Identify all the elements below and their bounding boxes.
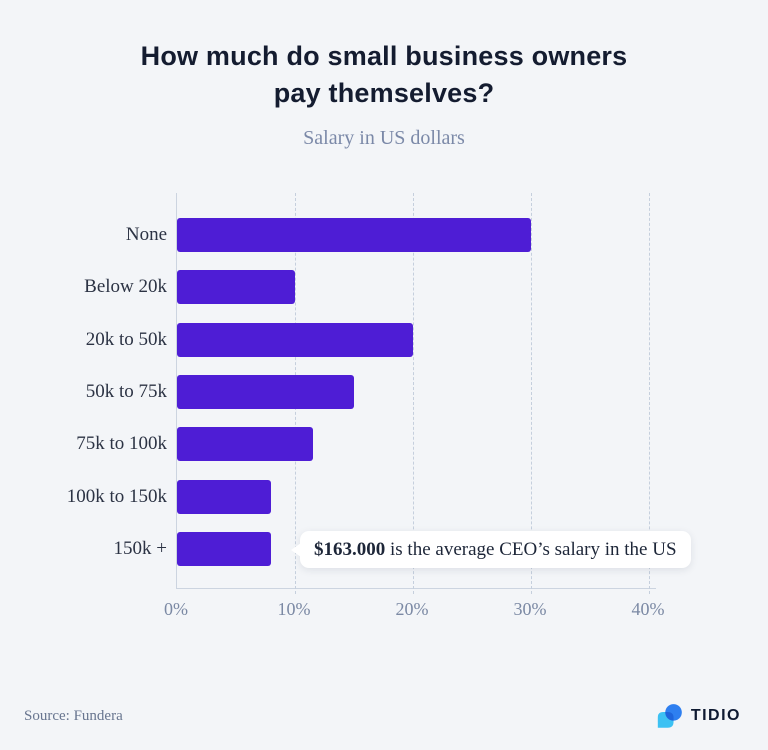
bar-none[interactable] (177, 218, 531, 252)
category-label: 20k to 50k (85, 328, 167, 350)
gridline (412, 193, 414, 594)
page-title-wrap: How much do small business owners pay th… (0, 38, 768, 112)
brand-name: TIDIO (690, 707, 741, 724)
category-label: None (125, 224, 167, 245)
x-tick-label: 30% (513, 599, 547, 619)
bar-75k-to-100k[interactable] (177, 427, 313, 462)
annotation-value: $163.000 (314, 539, 386, 560)
category-label: 100k to 150k (66, 485, 167, 507)
bar-150k[interactable] (177, 531, 272, 566)
page-title: How much do small business owners pay th… (140, 41, 628, 108)
tidio-logo-icon (657, 704, 682, 728)
bar-20k-to-50k[interactable] (177, 322, 413, 357)
annotation-text: is the average CEO’s salary in the US (385, 539, 677, 560)
source-credit: Source: Fundera (24, 708, 123, 724)
gridline (530, 193, 532, 594)
bar-50k-to-75k[interactable] (177, 374, 354, 409)
x-tick-label: 0% (164, 599, 188, 619)
brand-logo: TIDIO (656, 702, 741, 730)
bar-100k-to-150k[interactable] (177, 479, 272, 514)
tooltip-arrow-icon (291, 543, 301, 557)
annotation-tooltip: $163.000 is the average CEO’s salary in … (291, 531, 691, 568)
category-label: 150k + (113, 537, 167, 559)
plot-area (176, 193, 656, 594)
category-label: 50k to 75k (85, 380, 167, 402)
x-tick-label: 20% (395, 599, 429, 619)
bar-below-20k[interactable] (177, 270, 295, 305)
chart-subtitle: Salary in US dollars (303, 127, 465, 149)
category-label: 75k to 100k (76, 433, 167, 455)
gridline (648, 193, 650, 594)
x-tick-label: 40% (631, 599, 665, 619)
category-label: Below 20k (84, 276, 167, 298)
x-tick-label: 10% (277, 599, 311, 619)
